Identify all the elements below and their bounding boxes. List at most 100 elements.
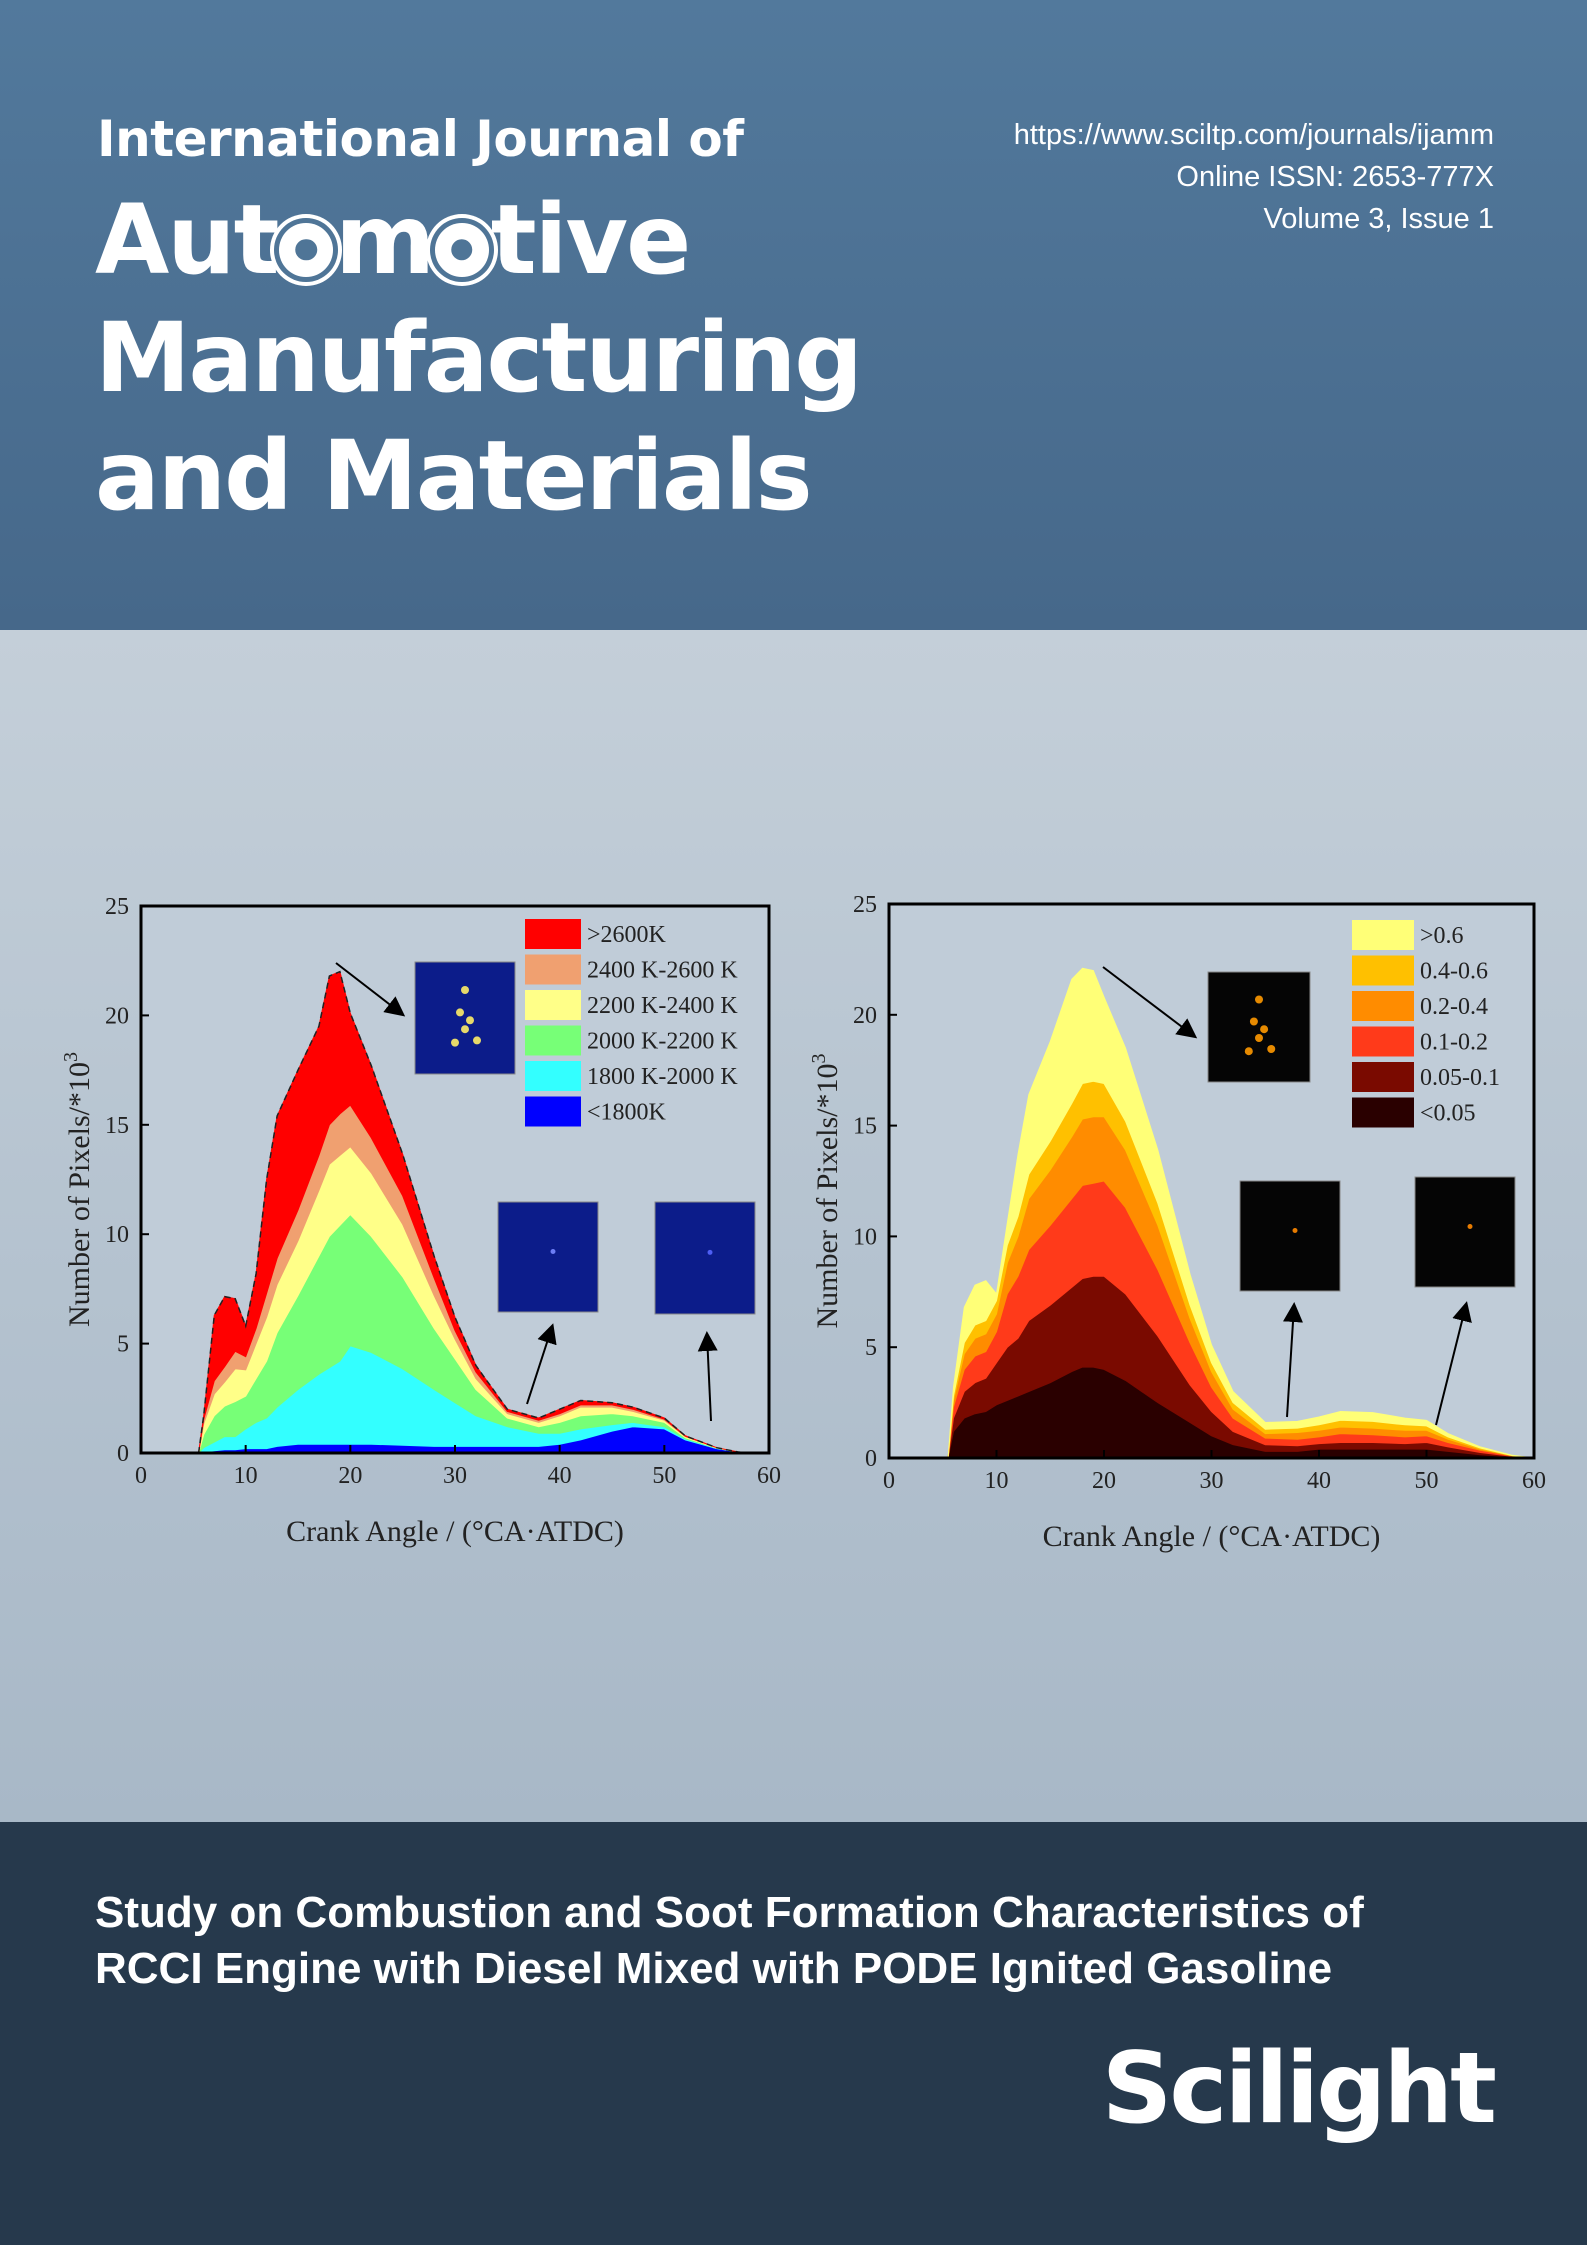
inset-spot	[451, 1038, 459, 1047]
legend-swatch	[525, 1025, 581, 1056]
y-tick-label: 5	[865, 1335, 877, 1361]
y-tick-label: 0	[117, 1441, 129, 1467]
inset-spot	[461, 986, 469, 994]
cover-figure-area: 0 10 20 30 40 50 60 0 5 10 15 20 25 Crank Angle / (°C…	[0, 630, 1587, 1822]
legend-label: 2200 K-2400 K	[587, 993, 738, 1019]
x-tick-label: 40	[1307, 1468, 1331, 1494]
journal-title-line3: and Materials	[95, 420, 813, 532]
x-tick-label: 20	[338, 1463, 362, 1489]
x-axis-label: Crank Angle / (°CA·ATDC)	[1043, 1520, 1381, 1553]
legend-label: 0.05-0.1	[1420, 1065, 1500, 1091]
annotation-arrow	[1435, 1301, 1472, 1426]
inset-spot	[456, 1008, 464, 1017]
inset-spot	[550, 1249, 556, 1254]
y-tick-label: 10	[105, 1222, 129, 1248]
legend-swatch	[525, 990, 581, 1020]
legend-swatch	[525, 1061, 581, 1091]
x-tick-label: 10	[234, 1463, 258, 1489]
legend-swatch	[1352, 955, 1414, 986]
inset-right-image	[1414, 1176, 1516, 1288]
x-tick-label: 0	[883, 1468, 895, 1494]
legend-swatch	[1352, 991, 1414, 1021]
x-axis-label: Crank Angle / (°CA·ATDC)	[286, 1515, 624, 1548]
legend-label: 0.1-0.2	[1420, 1030, 1488, 1056]
gear-icon	[435, 223, 489, 277]
legend-swatch	[525, 954, 581, 985]
journal-prefix: International Journal of	[97, 110, 744, 168]
y-tick-label: 25	[853, 892, 877, 918]
legend-label: <0.05	[1420, 1101, 1476, 1127]
legend-label: 2400 K-2600 K	[587, 958, 738, 984]
annotation-arrow	[526, 1323, 557, 1405]
legend-swatch	[1352, 920, 1414, 950]
inset-spot	[1267, 1045, 1276, 1053]
legend-label: <1800K	[587, 1100, 667, 1126]
annotation-arrow	[1102, 966, 1198, 1039]
publisher-logo: Scilight	[1101, 2032, 1497, 2146]
journal-meta: https://www.sciltp.com/journals/ijamm On…	[1014, 114, 1494, 240]
legend-label: >0.6	[1420, 923, 1464, 949]
total-outline	[197, 970, 749, 1454]
inset-spot	[1260, 1025, 1269, 1034]
legend-label: 2000 K-2200 K	[587, 1029, 738, 1055]
inset-spot	[461, 1025, 469, 1034]
chart-1: 0 10 20 30 40 50 60 0 5 10 15 20 25 Crank Angle / (°C…	[60, 894, 781, 1548]
x-tick-label: 0	[135, 1463, 147, 1489]
inset-spot	[473, 1036, 481, 1045]
inset-spot	[1255, 995, 1263, 1004]
legend-swatch	[525, 919, 581, 949]
annotation-arrow	[335, 962, 406, 1017]
inset-spot	[1292, 1228, 1298, 1233]
x-tick-label: 10	[985, 1468, 1009, 1494]
y-tick-label: 25	[105, 894, 129, 920]
journal-title-line2: Manufacturing	[95, 302, 863, 414]
inset-top-image	[414, 961, 516, 1075]
x-tick-label: 30	[443, 1463, 467, 1489]
inset-spot	[1249, 1017, 1258, 1026]
legend-swatch	[1352, 1097, 1414, 1128]
x-tick-label: 50	[652, 1463, 676, 1489]
x-tick-label: 50	[1415, 1468, 1439, 1494]
journal-header: International Journal of Aut m tive Manufa…	[0, 0, 1587, 630]
legend-label: 1800 K-2000 K	[587, 1064, 738, 1090]
inset-spot	[1255, 1034, 1263, 1042]
y-axis-label: Number of Pixels/*103	[60, 1052, 96, 1327]
legend-label: 0.4-0.6	[1420, 959, 1488, 985]
gear-icon	[279, 223, 334, 277]
y-tick-label: 15	[105, 1113, 129, 1139]
y-axis-label: Number of Pixels/*103	[808, 1054, 844, 1329]
journal-title-line1: Aut m tive	[95, 184, 691, 296]
x-tick-label: 30	[1200, 1468, 1224, 1494]
annotation-arrow	[697, 1331, 718, 1422]
inset-spot	[466, 1016, 474, 1025]
journal-url[interactable]: https://www.sciltp.com/journals/ijamm	[1013, 119, 1494, 151]
inset-spot	[707, 1249, 713, 1255]
legend-swatch	[525, 1096, 581, 1127]
inset-top-image	[1207, 971, 1311, 1083]
x-tick-label: 40	[548, 1463, 572, 1489]
y-tick-label: 0	[865, 1446, 877, 1472]
inset-mid-image	[497, 1201, 599, 1313]
legend-label: >2600K	[587, 922, 667, 948]
chart-2: 0 10 20 30 40 50 60 0 5 10 15 20 25 Crank Angle / (°C…	[808, 892, 1546, 1553]
y-tick-label: 10	[853, 1224, 877, 1250]
inset-spot	[1244, 1047, 1253, 1056]
journal-issn: Online ISSN: 2653-777X	[1176, 161, 1494, 193]
y-tick-label: 20	[853, 1003, 877, 1029]
x-tick-label: 60	[757, 1463, 781, 1489]
inset-right-image	[654, 1201, 756, 1315]
legend-label: 0.2-0.4	[1420, 994, 1488, 1020]
y-tick-label: 15	[853, 1114, 877, 1140]
annotation-arrow	[1283, 1302, 1303, 1418]
footer: Study on Combustion and Soot Formation C…	[0, 1822, 1587, 2245]
x-tick-label: 20	[1092, 1468, 1116, 1494]
legend-swatch	[1352, 1062, 1414, 1092]
journal-volume: Volume 3, Issue 1	[1263, 203, 1494, 235]
inset-mid-image	[1239, 1180, 1341, 1292]
y-tick-label: 5	[117, 1332, 129, 1358]
y-tick-label: 20	[105, 1003, 129, 1029]
inset-spot	[1467, 1224, 1473, 1229]
article-title-line2: RCCI Engine with Diesel Mixed with PODE …	[95, 1944, 1333, 1993]
x-tick-label: 60	[1522, 1468, 1546, 1494]
